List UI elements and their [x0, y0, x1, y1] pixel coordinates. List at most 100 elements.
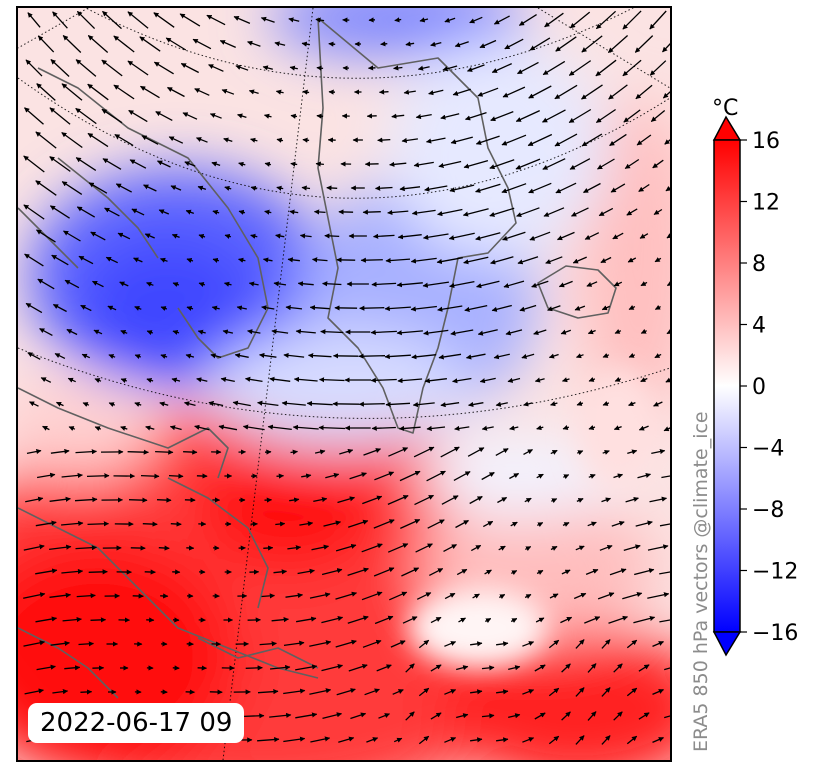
wind-arrow: [608, 615, 628, 624]
wind-arrow: [465, 353, 486, 360]
wind-arrow: [107, 305, 117, 311]
wind-arrow: [168, 136, 184, 144]
wind-arrow: [78, 255, 94, 265]
wind-arrow: [476, 280, 500, 289]
wind-arrow: [438, 353, 462, 360]
wind-arrow: [609, 133, 627, 147]
wind-arrow: [271, 617, 289, 623]
wind-arrow: [521, 353, 535, 359]
wind-arrow: [119, 281, 129, 287]
wind-arrow: [366, 737, 379, 743]
wind-arrow: [519, 304, 537, 312]
wind-arrow: [361, 543, 383, 553]
wind-arrow: [429, 568, 444, 576]
wind-arrow: [664, 715, 670, 719]
wind-arrow: [222, 329, 234, 335]
wind-arrow: [80, 304, 92, 312]
wind-arrow: [405, 711, 415, 721]
wind-arrow: [293, 376, 318, 382]
wind-arrow: [347, 567, 369, 577]
wind-arrow: [550, 545, 558, 551]
wind-arrow: [219, 40, 236, 48]
wind-arrow: [309, 688, 332, 695]
wind-arrow: [581, 84, 603, 100]
wind-arrow: [456, 568, 468, 576]
wind-arrow: [647, 544, 669, 551]
wind-arrow: [666, 233, 670, 239]
wind-arrow: [114, 133, 134, 147]
wind-arrow: [101, 108, 123, 124]
wind-arrow: [211, 305, 220, 311]
wind-arrow: [264, 161, 272, 167]
wind-arrow: [635, 84, 653, 100]
wind-arrow: [290, 161, 298, 167]
wind-arrow: [262, 257, 273, 263]
wind-arrow: [638, 425, 649, 431]
wind-arrow: [561, 569, 571, 575]
wind-arrow: [622, 591, 643, 600]
wind-arrow: [64, 279, 80, 289]
wind-arrow: [358, 401, 385, 407]
wind-arrow: [554, 133, 578, 147]
wind-arrow: [160, 257, 168, 263]
wind-arrow: [595, 108, 616, 124]
wind-arrow: [75, 449, 98, 455]
wind-arrow: [250, 137, 258, 143]
wind-arrow: [387, 543, 409, 553]
wind-arrow: [210, 353, 222, 359]
wind-arrow: [576, 498, 584, 503]
wind-arrow: [415, 113, 432, 120]
wind-arrow: [638, 183, 650, 193]
wind-arrow: [373, 519, 395, 529]
wind-arrow: [391, 113, 405, 119]
wind-arrow: [101, 59, 123, 77]
wind-arrow: [198, 234, 206, 239]
wind-arrow: [479, 39, 497, 49]
wind-arrow: [208, 400, 224, 407]
wind-arrow: [491, 304, 512, 312]
wind-arrow: [633, 615, 656, 624]
wind-arrow: [113, 84, 135, 100]
wind-arrow: [156, 497, 172, 503]
wind-arrow: [628, 305, 636, 310]
wind-arrow: [654, 304, 661, 310]
wind-arrow: [470, 737, 483, 743]
wind-arrow: [23, 592, 46, 599]
wind-arrow: [134, 305, 142, 311]
wind-arrow: [666, 280, 670, 287]
wind-arrow: [185, 353, 195, 359]
wind-arrow: [165, 37, 187, 51]
wind-arrow: [555, 36, 577, 52]
wind-arrow: [464, 304, 488, 312]
wind-arrow: [75, 545, 98, 551]
wind-arrow: [638, 712, 650, 720]
wind-arrow: [624, 158, 640, 170]
wind-arrow: [548, 353, 559, 359]
wind-arrow: [153, 61, 174, 75]
wind-arrow: [335, 543, 357, 552]
wind-arrow: [371, 281, 397, 287]
wind-arrow: [350, 712, 367, 720]
wind-arrow: [588, 377, 596, 382]
wind-arrow: [628, 401, 636, 407]
wind-arrow: [347, 519, 369, 528]
wind-arrow: [410, 305, 437, 312]
wind-arrow: [601, 497, 611, 503]
wind-arrow: [417, 65, 430, 71]
wind-arrow: [372, 233, 395, 239]
wind-arrow: [66, 328, 78, 336]
wind-arrow: [581, 133, 603, 147]
wind-arrow: [493, 353, 510, 360]
wind-arrow: [608, 84, 628, 100]
wind-arrow: [309, 640, 332, 647]
wind-arrow: [108, 402, 116, 408]
wind-arrow: [194, 424, 210, 431]
wind-arrow: [662, 91, 670, 99]
wind-arrow: [393, 737, 403, 743]
wind-arrow: [324, 233, 340, 239]
wind-arrow: [120, 378, 128, 384]
wind-arrow: [640, 377, 648, 383]
wind-arrow: [328, 41, 336, 47]
wind-arrow: [653, 208, 663, 216]
wind-arrow: [75, 59, 97, 77]
